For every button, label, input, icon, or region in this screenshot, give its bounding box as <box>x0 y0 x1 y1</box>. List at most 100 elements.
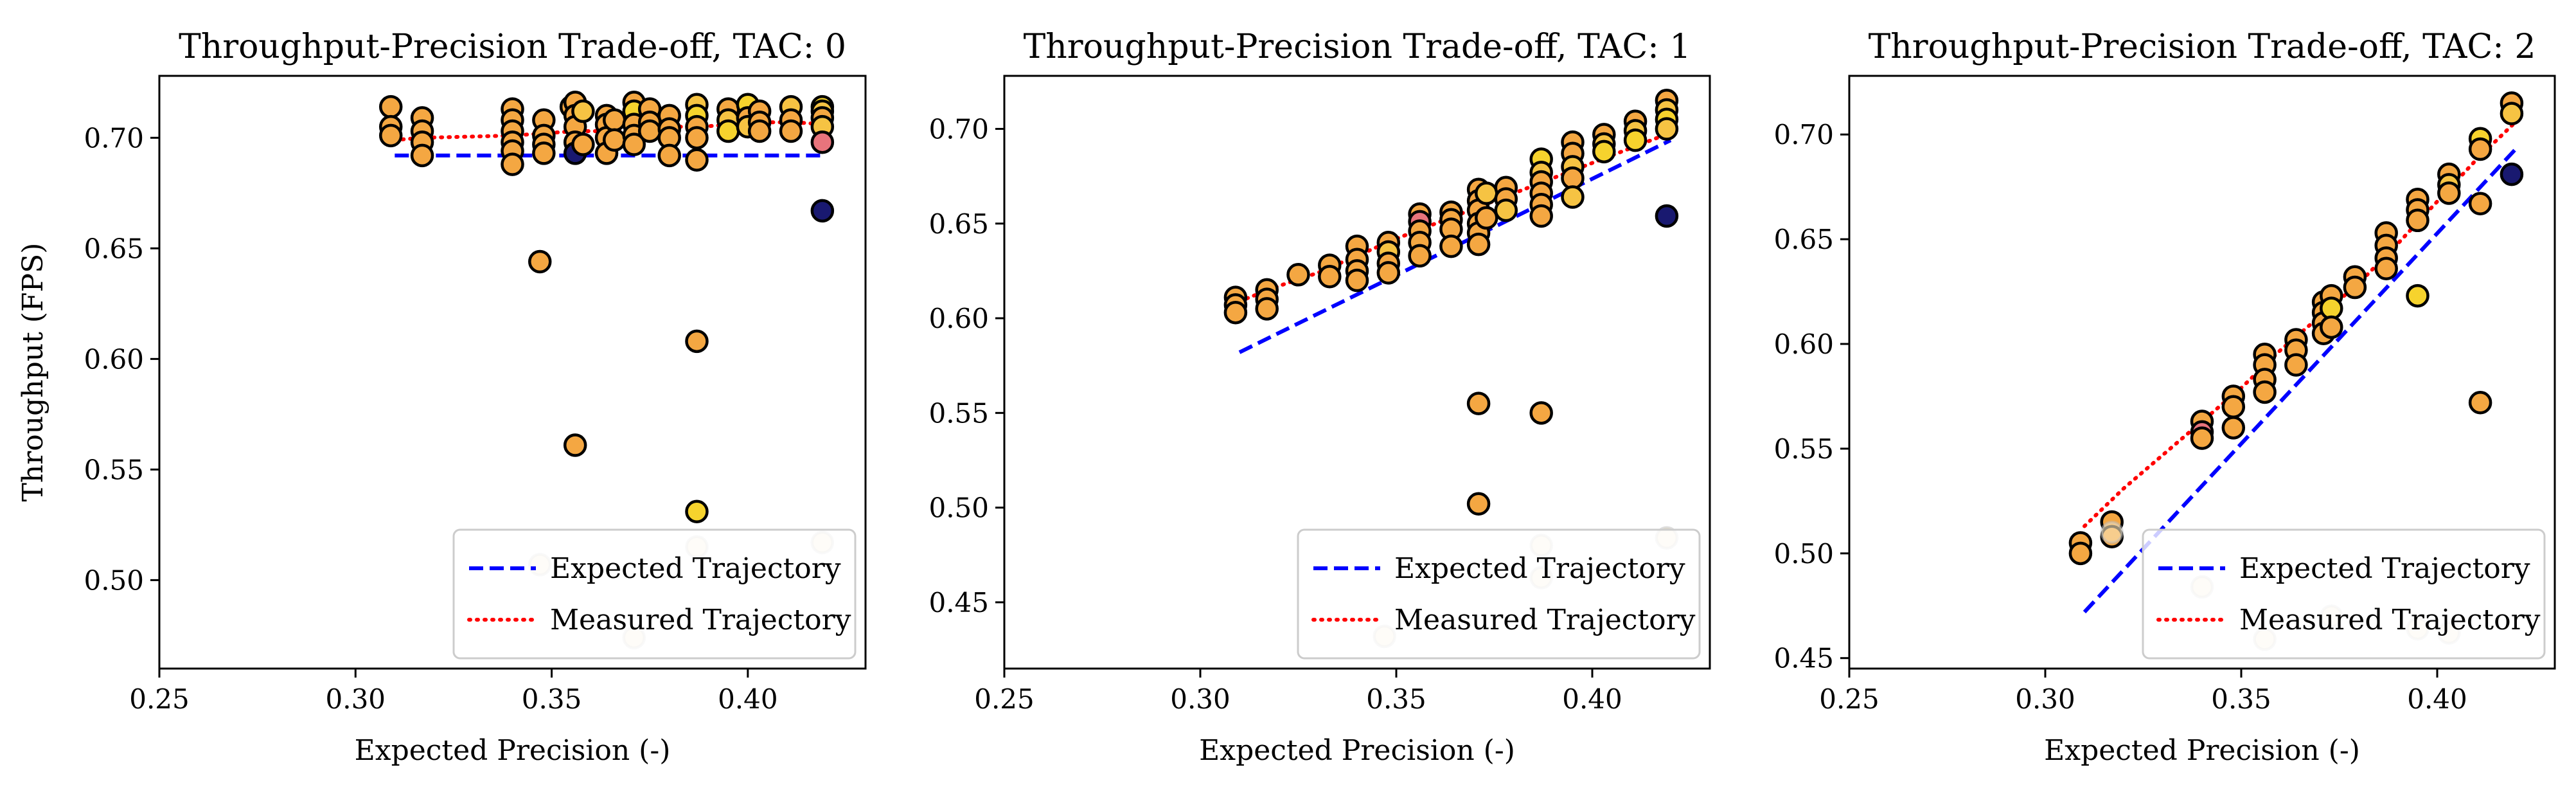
scatter-point <box>1345 268 1369 292</box>
legend-label: Expected Trajectory <box>550 552 841 585</box>
scatter-point <box>810 199 835 223</box>
scatter-point <box>810 130 835 154</box>
scatter-point <box>2437 181 2461 205</box>
y-tick-label: 0.70 <box>928 113 989 145</box>
y-tick-label: 0.60 <box>928 303 989 334</box>
y-tick-label: 0.60 <box>1773 328 1834 360</box>
scatter-point <box>2284 353 2308 377</box>
scatter-point <box>1475 206 1498 230</box>
y-tick-label: 0.50 <box>928 492 989 524</box>
scatter-point <box>1223 300 1248 325</box>
scatter-point <box>602 128 626 152</box>
legend: Expected Trajectory Measured Trajectory <box>1297 528 1701 660</box>
scatter-point <box>378 123 403 148</box>
legend-box <box>452 528 857 660</box>
legend-label: Measured Trajectory <box>550 604 851 636</box>
y-tick-label: 0.65 <box>928 208 989 240</box>
scatter-point <box>1529 401 1553 425</box>
scatter-point <box>2068 541 2093 566</box>
x-tick-label: 0.40 <box>2407 683 2467 715</box>
scatter-point <box>2253 380 2277 404</box>
scatter-point <box>2221 416 2246 440</box>
x-tick-label: 0.25 <box>974 683 1035 715</box>
x-tick-label: 0.30 <box>1170 683 1230 715</box>
axes-frame <box>1848 75 2556 670</box>
x-axis-label: Expected Precision (-) <box>1199 734 1515 767</box>
subplot-title: Throughput-Precision Trade-off, TAC: 0 <box>179 28 846 66</box>
x-tick-label: 0.35 <box>1366 683 1426 715</box>
y-tick-label: 0.70 <box>84 122 144 154</box>
y-tick-label: 0.60 <box>84 343 144 375</box>
scatter-point <box>1561 166 1585 190</box>
scatter-point <box>1466 492 1491 516</box>
scatter-point <box>2406 208 2429 233</box>
subplot-0: Throughput-Precision Trade-off, TAC: 0 0.… <box>17 28 867 767</box>
legend-label: Measured Trajectory <box>2239 604 2541 636</box>
scatter-point <box>1255 297 1279 321</box>
y-tick-label: 0.55 <box>1773 433 1834 465</box>
y-tick-label: 0.55 <box>84 454 144 485</box>
x-tick-label: 0.40 <box>1562 683 1622 715</box>
scatter-point <box>1494 198 1518 222</box>
y-tick-label: 0.45 <box>928 587 989 618</box>
scatter-point <box>1655 117 1679 141</box>
scatter-point <box>1466 392 1491 415</box>
scatter-point <box>716 119 740 143</box>
scatter-point <box>1376 261 1401 285</box>
scatter-point <box>1286 263 1310 287</box>
scatter-points <box>378 91 835 650</box>
y-axis-label: Throughput (FPS) <box>17 243 49 502</box>
scatter-point <box>378 94 403 119</box>
x-axis-label: Expected Precision (-) <box>355 734 671 767</box>
scatter-point <box>528 249 552 274</box>
scatter-point <box>685 126 709 150</box>
legend-label: Measured Trajectory <box>1394 604 1696 636</box>
scatter-point <box>1655 204 1679 228</box>
scatter-point <box>1561 185 1585 209</box>
axes-frame <box>1003 75 1711 670</box>
scatter-point <box>2320 315 2343 339</box>
scatter-point <box>685 500 709 523</box>
scatter-point <box>1439 234 1463 258</box>
subplot-title: Throughput-Precision Trade-off, TAC: 2 <box>1869 28 2536 66</box>
scatter-point <box>1623 128 1648 152</box>
legend-box <box>2142 528 2546 660</box>
y-tick-label: 0.50 <box>1773 538 1834 570</box>
x-axis-label: Expected Precision (-) <box>2044 734 2360 767</box>
scatter-point <box>685 148 709 172</box>
scatter-point <box>1466 232 1491 256</box>
legend-label: Expected Trajectory <box>2239 552 2530 585</box>
scatter-point <box>2468 137 2492 161</box>
scatter-point <box>2468 192 2492 215</box>
scatter-point <box>2500 102 2524 125</box>
scatter-point <box>622 132 646 156</box>
scatter-point <box>2100 520 2124 544</box>
subplot-2: Throughput-Precision Trade-off, TAC: 2 0.… <box>1773 28 2556 767</box>
scatter-point <box>2343 275 2367 300</box>
scatter-point <box>657 143 681 168</box>
scatter-point <box>2190 426 2214 450</box>
x-tick-label: 0.30 <box>326 683 386 715</box>
y-tick-label: 0.65 <box>1773 224 1834 255</box>
legend: Expected Trajectory Measured Trajectory <box>2142 528 2546 660</box>
scatter-point <box>1592 140 1616 164</box>
scatter-point <box>501 152 524 176</box>
scatter-point <box>637 119 662 143</box>
scatter-point <box>1529 204 1553 228</box>
scatter-point <box>571 99 595 123</box>
y-tick-label: 0.50 <box>84 564 144 596</box>
scatter-points <box>1223 89 1679 649</box>
scatter-point <box>779 119 803 143</box>
x-tick-label: 0.35 <box>522 683 582 715</box>
scatter-point <box>410 143 434 168</box>
legend-label: Expected Trajectory <box>1394 552 1685 585</box>
y-tick-label: 0.70 <box>1773 119 1834 150</box>
scatter-point <box>2221 395 2246 419</box>
x-tick-label: 0.40 <box>718 683 778 715</box>
scatter-point <box>685 329 709 354</box>
x-tick-label: 0.35 <box>2211 683 2271 715</box>
y-tick-label: 0.55 <box>928 397 989 429</box>
legend-box <box>1297 528 1701 660</box>
x-tick-label: 0.25 <box>1819 683 1879 715</box>
